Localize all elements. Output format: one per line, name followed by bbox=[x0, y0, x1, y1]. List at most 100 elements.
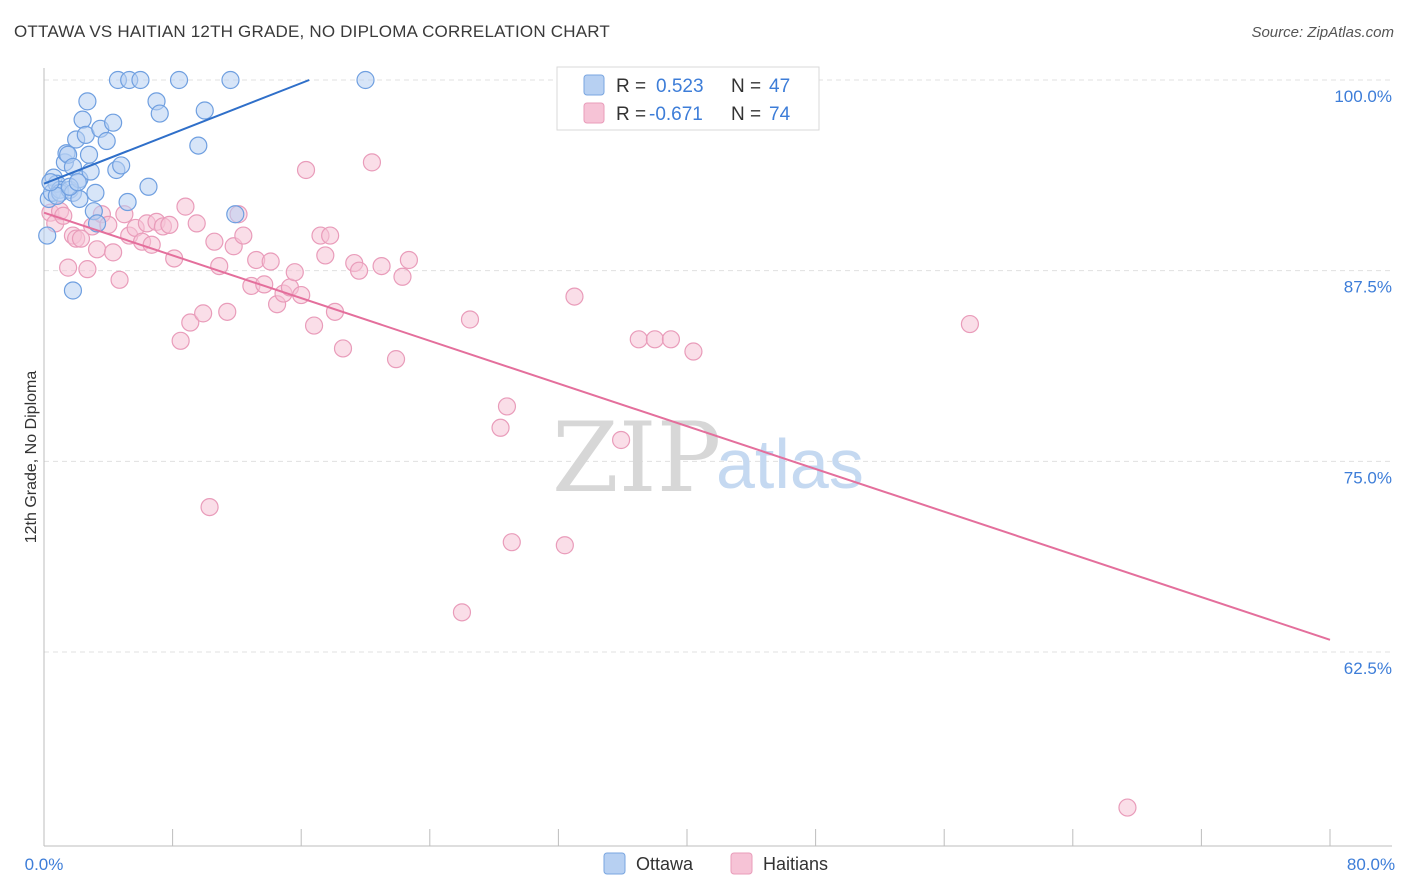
haitians-point bbox=[491, 418, 510, 437]
ottawa-trend-line bbox=[43, 79, 310, 185]
bottom-legend-label-ottawa: Ottawa bbox=[636, 854, 694, 874]
legend-r-value-haitians: -0.671 bbox=[649, 104, 703, 125]
x-tick-label-max: 80.0% bbox=[1347, 855, 1395, 874]
haitians-point bbox=[645, 330, 664, 349]
bottom-legend: Ottawa Haitians bbox=[603, 852, 828, 875]
bottom-legend-swatch-haitians bbox=[730, 852, 753, 875]
legend-swatch-ottawa bbox=[583, 74, 605, 96]
haitians-point bbox=[304, 316, 324, 335]
haitians-point bbox=[333, 339, 353, 358]
grid-lines bbox=[44, 79, 1392, 653]
chart-title: OTTAWA VS HAITIAN 12TH GRADE, NO DIPLOMA… bbox=[14, 22, 610, 41]
source-label: Source: ZipAtlas.com bbox=[1251, 24, 1394, 41]
legend-n-label-haitians: N = bbox=[731, 104, 761, 125]
haitians-point bbox=[555, 536, 574, 555]
y-axis-title: 12th Grade, No Diploma bbox=[23, 371, 40, 544]
haitians-point bbox=[104, 243, 123, 262]
ottawa-point bbox=[97, 131, 116, 151]
haitians-point bbox=[71, 229, 91, 248]
haitians-point bbox=[372, 256, 391, 276]
haitians-point bbox=[497, 397, 517, 416]
haitians-point bbox=[502, 533, 521, 552]
ottawa-point bbox=[169, 70, 189, 90]
y-tick-label: 62.5% bbox=[1344, 659, 1392, 678]
ottawa-points bbox=[38, 70, 375, 300]
watermark-zip: ZIP bbox=[552, 402, 721, 514]
haitians-point bbox=[205, 232, 224, 251]
legend-n-value-haitians: 74 bbox=[769, 104, 791, 125]
haitians-point bbox=[661, 330, 681, 349]
haitians-point bbox=[194, 304, 213, 323]
legend-n-value-ottawa: 47 bbox=[769, 76, 790, 97]
haitians-point bbox=[218, 302, 237, 321]
legend-n-label-ottawa: N = bbox=[731, 76, 761, 97]
ottawa-point bbox=[356, 70, 375, 90]
haitians-point bbox=[960, 314, 980, 334]
ottawa-point bbox=[118, 192, 137, 212]
haitians-point bbox=[176, 197, 195, 216]
y-tick-label: 87.5% bbox=[1344, 278, 1392, 297]
y-tick-label: 100.0% bbox=[1334, 87, 1392, 106]
watermark-atlas: atlas bbox=[716, 425, 864, 503]
ottawa-point bbox=[104, 113, 123, 132]
ottawa-point bbox=[112, 156, 131, 175]
haitians-point bbox=[187, 214, 206, 233]
trend-lines bbox=[43, 79, 1331, 641]
haitians-point bbox=[393, 267, 412, 286]
haitians-point bbox=[349, 261, 369, 280]
bottom-legend-label-haitians: Haitians bbox=[763, 854, 828, 874]
watermark: ZIP atlas bbox=[552, 402, 864, 514]
haitians-point bbox=[684, 342, 703, 361]
legend-swatch-haitians bbox=[583, 102, 605, 124]
haitians-point bbox=[261, 252, 280, 271]
haitians-point bbox=[460, 310, 480, 329]
haitians-point bbox=[629, 330, 648, 349]
ottawa-point bbox=[139, 177, 158, 196]
legend-r-value-ottawa: 0.523 bbox=[656, 76, 704, 97]
haitians-point bbox=[160, 215, 179, 235]
ottawa-point bbox=[73, 110, 92, 129]
ottawa-point bbox=[221, 70, 240, 90]
haitians-point bbox=[316, 246, 335, 265]
haitians-point bbox=[565, 287, 584, 306]
ottawa-point bbox=[86, 183, 105, 202]
ottawa-point bbox=[150, 104, 169, 123]
legend-r-label-ottawa: R = bbox=[616, 76, 646, 97]
y-tick-label: 75.0% bbox=[1344, 468, 1392, 487]
haitians-point bbox=[200, 497, 219, 517]
y-tick-labels: 100.0% 87.5% 75.0% 62.5% bbox=[1334, 87, 1392, 678]
ottawa-point bbox=[226, 205, 245, 224]
x-ticks bbox=[43, 829, 1331, 846]
haitians-point bbox=[110, 270, 129, 289]
legend-r-label-haitians: R = bbox=[616, 104, 646, 125]
legend: R = 0.523 N = 47 R = -0.671 N = 74 bbox=[556, 66, 820, 131]
haitians-point bbox=[171, 331, 190, 350]
ottawa-point bbox=[131, 70, 150, 90]
haitians-point bbox=[386, 350, 406, 369]
ottawa-point bbox=[79, 145, 99, 164]
ottawa-point bbox=[78, 92, 97, 111]
haitians-point bbox=[452, 603, 472, 622]
x-tick-label-min: 0.0% bbox=[25, 855, 64, 874]
haitians-point bbox=[78, 260, 97, 279]
haitians-point bbox=[362, 153, 382, 172]
haitians-point bbox=[59, 258, 78, 277]
ottawa-point bbox=[87, 214, 107, 233]
haitians-point bbox=[399, 250, 419, 270]
ottawa-point bbox=[68, 173, 87, 192]
haitians-point bbox=[255, 275, 274, 294]
haitians-point bbox=[321, 226, 340, 245]
bottom-legend-swatch-ottawa bbox=[603, 852, 626, 875]
ottawa-point bbox=[38, 226, 57, 245]
haitians-trend-line bbox=[43, 211, 1331, 641]
haitians-point bbox=[181, 313, 200, 332]
ottawa-point bbox=[63, 281, 83, 300]
haitians-point bbox=[87, 240, 107, 259]
ottawa-point bbox=[195, 101, 214, 120]
haitians-point bbox=[611, 430, 631, 450]
ottawa-point bbox=[189, 136, 208, 155]
haitians-point bbox=[296, 160, 316, 180]
haitians-point bbox=[1118, 798, 1137, 817]
haitians-point bbox=[234, 226, 253, 245]
